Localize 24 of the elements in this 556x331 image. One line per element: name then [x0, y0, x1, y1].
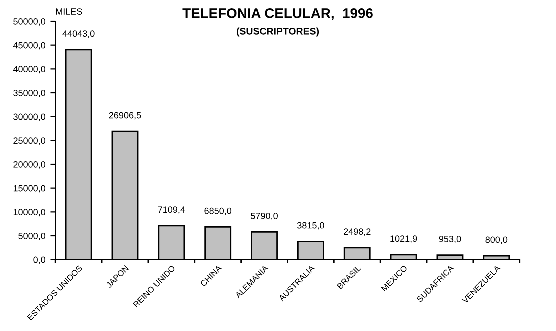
data-label: 1021,9	[390, 236, 418, 244]
data-label: 953,0	[439, 236, 462, 244]
data-label: 3815,0	[297, 222, 324, 230]
data-label: 5790,0	[251, 212, 278, 220]
data-label: 26906,5	[109, 112, 142, 120]
y-tick-label: 45000,0	[13, 42, 46, 50]
y-tick-label: 5000,0	[18, 232, 46, 240]
data-label: 7109,4	[158, 206, 186, 214]
y-tick-label: 25000,0	[14, 138, 46, 146]
y-tick-label: 35000,0	[14, 90, 46, 98]
y-tick-label: 30000,0	[14, 114, 46, 122]
text: (SUSCRIPTORES)	[236, 28, 320, 37]
y-tick-label: 10000,0	[14, 209, 46, 217]
y-tick-label: 50000,0	[14, 18, 46, 26]
y-tick-label: 20000,0	[14, 161, 46, 169]
data-label: 44043,0	[62, 30, 95, 38]
y-tick-label: 40000,0	[13, 66, 46, 74]
y-tick-label: 15000,0	[14, 185, 46, 193]
data-label: 800,0	[486, 236, 508, 244]
y-axis-title: MILES	[56, 8, 82, 15]
data-label: 6850,0	[204, 208, 232, 216]
y-tick-label: 0,0	[34, 256, 46, 264]
chart-title: TELEFONIA CELULAR, 1996	[182, 8, 373, 20]
data-label: 2498,2	[344, 228, 371, 236]
